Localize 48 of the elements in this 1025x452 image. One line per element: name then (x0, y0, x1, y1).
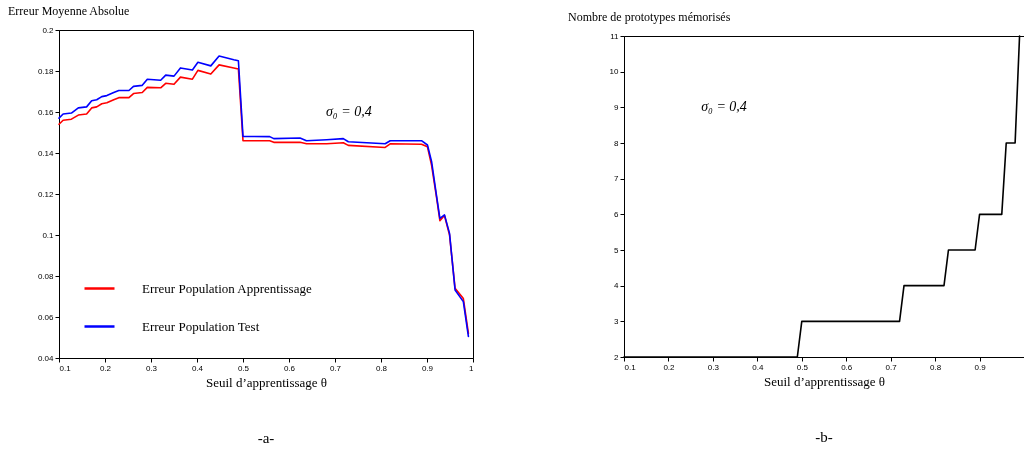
legend-label: Erreur Population Test (142, 318, 260, 334)
y-tick-label: 2 (614, 352, 620, 362)
x-tick-label: 0.3 (145, 363, 158, 373)
x-tick-label: 0.6 (283, 363, 296, 373)
legend-label: Erreur Population Apprentissage (142, 280, 312, 296)
x-tick-label: 0.1 (624, 362, 637, 372)
x-tick-label: 0.7 (885, 362, 898, 372)
x-tick-label: 0.2 (99, 363, 112, 373)
y-tick-label: 0.16 (37, 107, 55, 117)
x-tick-label: 0.5 (796, 362, 809, 372)
y-tick-label: 0.06 (37, 312, 55, 322)
y-tick-label: 0.04 (37, 353, 55, 363)
x-tick-label: 0.5 (237, 363, 250, 373)
x-axis-title: Seuil d’apprentissage θ (763, 373, 886, 389)
y-tick-label: 0.08 (37, 271, 55, 281)
x-tick-label: 0.6 (841, 362, 853, 372)
y-tick-label: 3 (614, 316, 620, 326)
y-tick-label: 0.14 (37, 148, 55, 158)
y-axis-title: Nombre de prototypes mémorisés (568, 10, 731, 24)
y-tick-label: 0.2 (42, 25, 55, 35)
y-tick-label: 0.1 (42, 230, 55, 240)
y-tick-label: 11 (610, 31, 620, 41)
annotation: σ₀ = 0,4 (701, 98, 747, 114)
x-tick-label: 0.3 (707, 362, 720, 372)
y-tick-label: 9 (614, 102, 620, 112)
y-tick-label: 7 (614, 174, 620, 184)
x-tick-label: 0.1 (59, 363, 72, 373)
y-tick-label: 6 (614, 209, 620, 219)
text: -b- (815, 429, 833, 445)
x-tick-label: 0.8 (930, 362, 942, 372)
y-tick-label: 4 (614, 281, 620, 291)
x-axis-title: Seuil d’apprentissage θ (205, 374, 328, 390)
x-tick-label: 1 (469, 363, 475, 373)
x-tick-label: 0.8 (375, 363, 388, 373)
x-tick-label: 0.9 (421, 363, 434, 373)
annotation: σ₀ = 0,4 (325, 104, 372, 119)
x-tick-label: 0.4 (191, 363, 204, 373)
y-tick-label: 10 (609, 67, 620, 77)
y-tick-label: 5 (614, 245, 620, 255)
x-tick-label: 0.4 (752, 362, 764, 372)
x-tick-label: 0.9 (974, 362, 987, 372)
y-tick-label: 0.18 (37, 66, 55, 76)
y-tick-label: 0.12 (37, 189, 55, 199)
y-tick-label: 8 (614, 138, 620, 148)
y-axis-title: Erreur Moyenne Absolue (8, 4, 130, 18)
x-tick-label: 0.2 (663, 362, 676, 372)
text: -a- (257, 430, 275, 446)
x-tick-label: 0.7 (329, 363, 342, 373)
